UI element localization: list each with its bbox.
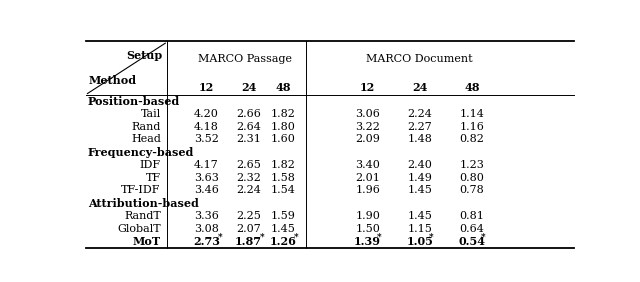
Text: 0.81: 0.81	[460, 211, 484, 221]
Text: *: *	[376, 232, 381, 241]
Text: Method: Method	[88, 75, 136, 86]
Text: GlobalT: GlobalT	[117, 224, 161, 233]
Text: 48: 48	[276, 81, 291, 92]
Text: 3.36: 3.36	[194, 211, 219, 221]
Text: 2.64: 2.64	[236, 122, 261, 131]
Text: MoT: MoT	[132, 236, 161, 247]
Text: 1.15: 1.15	[407, 224, 432, 233]
Text: 2.32: 2.32	[236, 173, 261, 182]
Text: 4.20: 4.20	[194, 109, 219, 119]
Text: 1.45: 1.45	[407, 211, 432, 221]
Text: 0.80: 0.80	[460, 173, 484, 182]
Text: Position-based: Position-based	[88, 96, 180, 107]
Text: 2.09: 2.09	[355, 134, 380, 144]
Text: 3.40: 3.40	[355, 160, 380, 170]
Text: 2.40: 2.40	[407, 160, 432, 170]
Text: MARCO Passage: MARCO Passage	[198, 54, 292, 64]
Text: 2.65: 2.65	[236, 160, 261, 170]
Text: 4.17: 4.17	[194, 160, 219, 170]
Text: TF: TF	[146, 173, 161, 182]
Text: 1.54: 1.54	[271, 185, 296, 195]
Text: 1.49: 1.49	[407, 173, 432, 182]
Text: RandT: RandT	[124, 211, 161, 221]
Text: 1.05: 1.05	[406, 236, 433, 247]
Text: 1.14: 1.14	[460, 109, 484, 119]
Text: 2.07: 2.07	[236, 224, 261, 233]
Text: 0.82: 0.82	[460, 134, 484, 144]
Text: 12: 12	[199, 81, 214, 92]
Text: IDF: IDF	[140, 160, 161, 170]
Text: 1.48: 1.48	[407, 134, 432, 144]
Text: 1.50: 1.50	[355, 224, 380, 233]
Text: 2.01: 2.01	[355, 173, 380, 182]
Text: 24: 24	[241, 81, 257, 92]
Text: 24: 24	[412, 81, 428, 92]
Text: 1.87: 1.87	[235, 236, 262, 247]
Text: 2.24: 2.24	[407, 109, 432, 119]
Text: Head: Head	[131, 134, 161, 144]
Text: *: *	[481, 232, 485, 241]
Text: 48: 48	[464, 81, 479, 92]
Text: 2.31: 2.31	[236, 134, 261, 144]
Text: 1.45: 1.45	[271, 224, 296, 233]
Text: 3.08: 3.08	[194, 224, 219, 233]
Text: 3.06: 3.06	[355, 109, 380, 119]
Text: 3.22: 3.22	[355, 122, 380, 131]
Text: 1.45: 1.45	[407, 185, 432, 195]
Text: MARCO Document: MARCO Document	[367, 54, 473, 64]
Text: 3.63: 3.63	[194, 173, 219, 182]
Text: Rand: Rand	[131, 122, 161, 131]
Text: 1.26: 1.26	[270, 236, 297, 247]
Text: *: *	[294, 232, 299, 241]
Text: 1.60: 1.60	[271, 134, 296, 144]
Text: 2.73: 2.73	[193, 236, 220, 247]
Text: 0.54: 0.54	[458, 236, 485, 247]
Text: 3.46: 3.46	[194, 185, 219, 195]
Text: 1.39: 1.39	[354, 236, 381, 247]
Text: 1.59: 1.59	[271, 211, 296, 221]
Text: *: *	[218, 232, 222, 241]
Text: 1.16: 1.16	[460, 122, 484, 131]
Text: *: *	[429, 232, 433, 241]
Text: 0.78: 0.78	[460, 185, 484, 195]
Text: 4.18: 4.18	[194, 122, 219, 131]
Text: 12: 12	[360, 81, 375, 92]
Text: 2.27: 2.27	[408, 122, 432, 131]
Text: 1.82: 1.82	[271, 109, 296, 119]
Text: 1.80: 1.80	[271, 122, 296, 131]
Text: 0.64: 0.64	[460, 224, 484, 233]
Text: 2.25: 2.25	[236, 211, 261, 221]
Text: 1.82: 1.82	[271, 160, 296, 170]
Text: Attribution-based: Attribution-based	[88, 198, 199, 209]
Text: 1.90: 1.90	[355, 211, 380, 221]
Text: 1.23: 1.23	[460, 160, 484, 170]
Text: *: *	[260, 232, 264, 241]
Text: 2.66: 2.66	[236, 109, 261, 119]
Text: Frequency-based: Frequency-based	[88, 147, 195, 158]
Text: Setup: Setup	[127, 50, 163, 61]
Text: 1.96: 1.96	[355, 185, 380, 195]
Text: 2.24: 2.24	[236, 185, 261, 195]
Text: TF-IDF: TF-IDF	[122, 185, 161, 195]
Text: 1.58: 1.58	[271, 173, 296, 182]
Text: 3.52: 3.52	[194, 134, 219, 144]
Text: Tail: Tail	[141, 109, 161, 119]
